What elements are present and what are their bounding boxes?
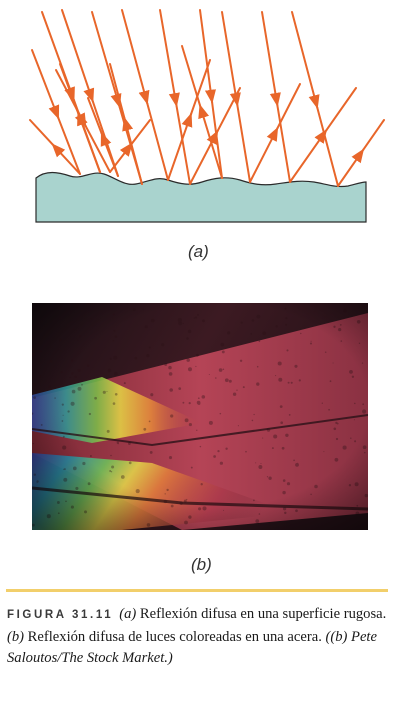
reflected-ray — [77, 111, 101, 173]
incident-ray — [121, 9, 150, 105]
incident-ray-segment — [146, 102, 169, 181]
figure-number: FIGURA 31.11 — [7, 609, 114, 621]
rough-surface — [35, 171, 367, 223]
panel-b-label: (b) — [191, 555, 212, 574]
reflected-ray-segment — [181, 45, 201, 107]
reflected-ray — [122, 116, 143, 185]
reflected-rays — [29, 45, 385, 187]
reflected-ray-segment — [131, 119, 151, 145]
incident-ray — [221, 11, 241, 107]
diffuse-reflection-diagram — [29, 9, 385, 223]
reflected-ray — [109, 142, 133, 173]
incident-ray — [55, 69, 87, 128]
incident-ray — [159, 9, 180, 108]
reflected-ray-segment — [29, 119, 54, 146]
reflected-ray-segment — [190, 59, 211, 115]
reflected-ray — [167, 112, 193, 181]
incident-ray-segment — [276, 104, 291, 183]
incident-ray — [199, 9, 217, 104]
incident-ray-segment — [84, 125, 111, 173]
incident-ray-segment — [316, 106, 339, 187]
incident-ray-segment — [57, 117, 81, 175]
panel-a-label: (a) — [188, 242, 209, 261]
reflected-ray — [249, 126, 279, 183]
reflected-ray-segment — [276, 83, 301, 130]
caption-divider — [6, 589, 388, 592]
incident-ray — [91, 11, 122, 108]
reflected-ray — [189, 129, 219, 185]
caption-part-a-text: Reflexión difusa en una superficie rugos… — [136, 606, 387, 622]
caption-part-b-text: Reflexión difusa de luces coloreadas en … — [24, 628, 326, 645]
caption-part-b-letter: (b) — [7, 628, 25, 645]
incident-ray — [261, 11, 281, 107]
reflected-ray-segment — [109, 63, 126, 119]
reflected-ray — [198, 104, 223, 179]
incident-ray — [61, 9, 95, 103]
reflected-ray-segment — [362, 119, 385, 151]
reflected-ray — [51, 143, 81, 175]
reflected-ray-segment — [325, 87, 357, 132]
reflected-ray-segment — [87, 97, 103, 135]
incident-ray — [291, 11, 320, 110]
sidewalk-photo — [32, 303, 368, 530]
reflected-ray-segment — [216, 87, 241, 133]
caption-credit: Pete Saloutos/The Stock Market.) — [7, 628, 377, 667]
figure-caption: FIGURA 31.11 (a) Reflexión difusa en una … — [7, 604, 399, 670]
caption-part-a-letter: (a) — [119, 606, 137, 622]
incident-ray-segment — [175, 104, 191, 185]
reflected-ray — [289, 129, 328, 183]
reflected-ray-segment — [59, 63, 79, 114]
reflected-ray — [337, 148, 365, 187]
reflected-ray — [100, 131, 119, 177]
caption-credit-open: ((b) — [325, 628, 352, 645]
incident-ray — [31, 49, 60, 120]
incident-ray-segment — [236, 104, 251, 183]
